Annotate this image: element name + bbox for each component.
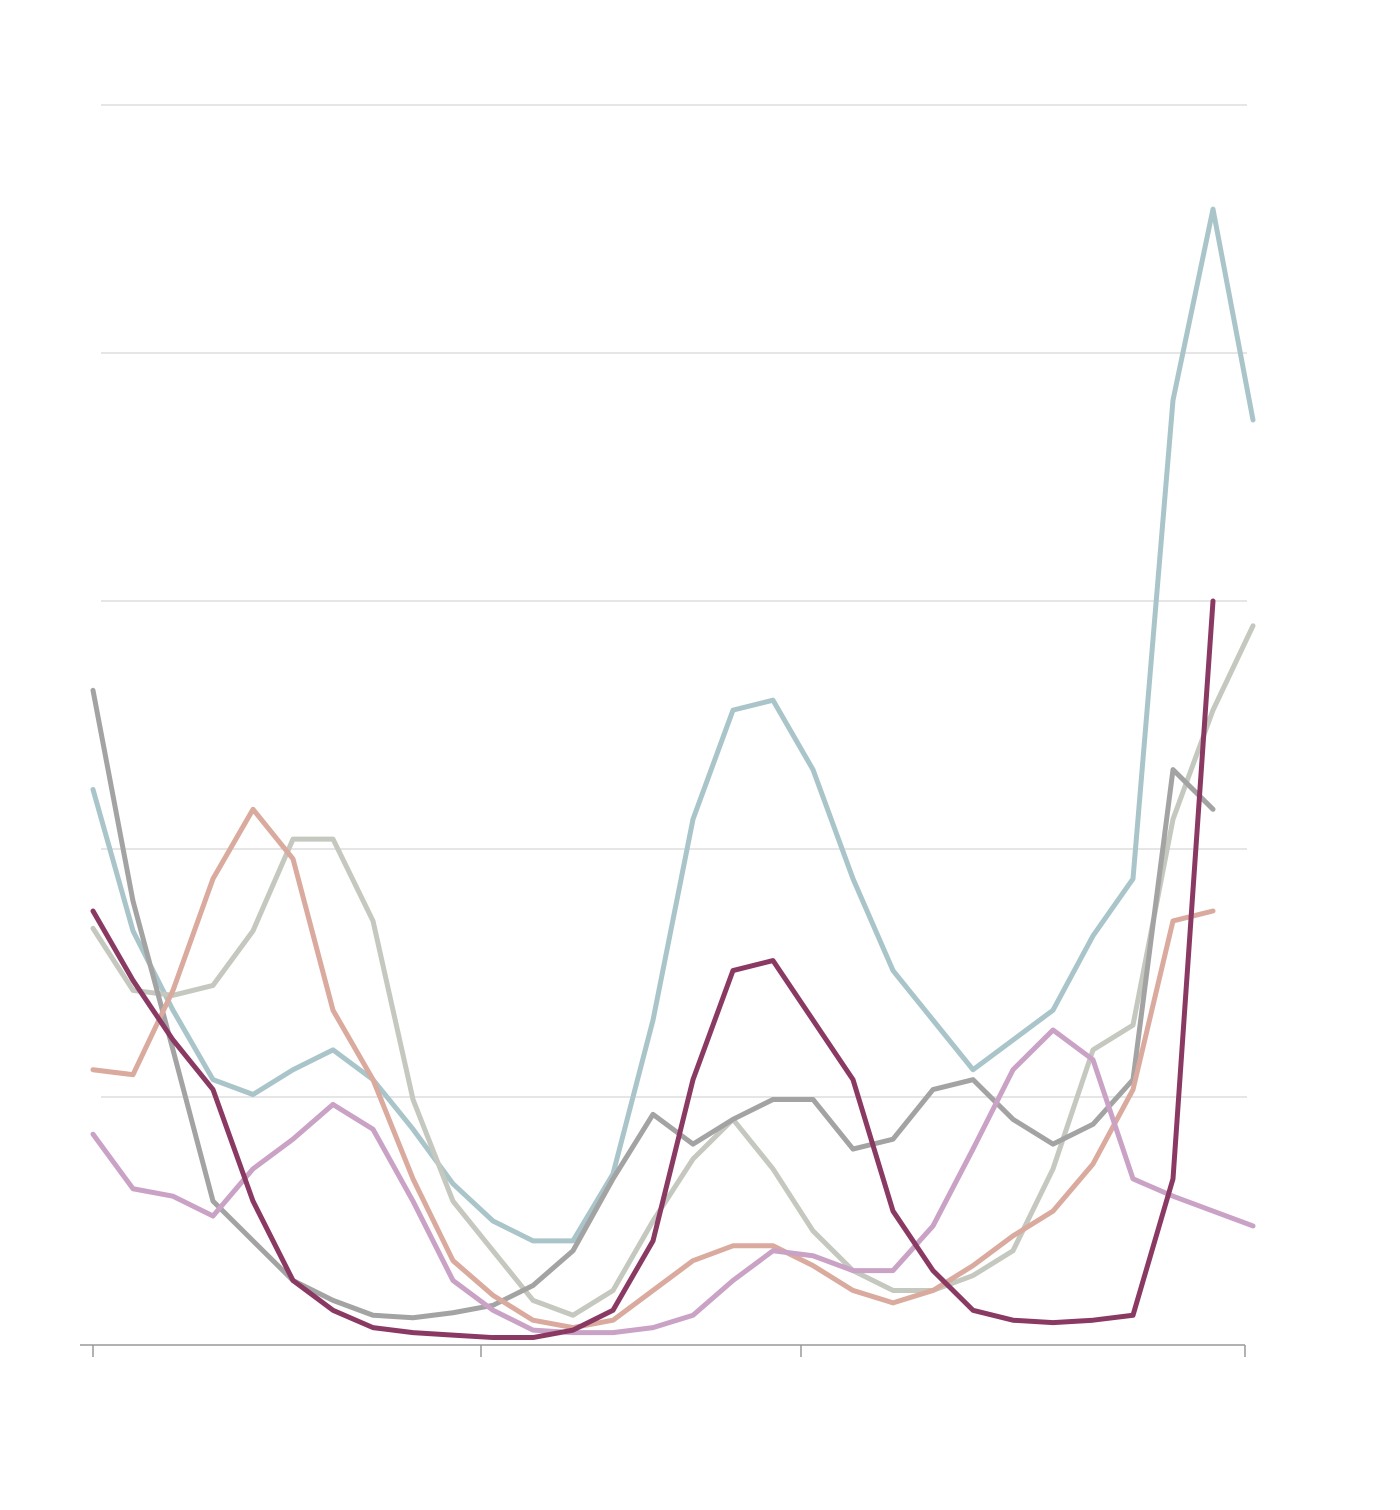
series-line [90, 806, 1216, 1331]
series-line [90, 623, 1256, 1318]
series-line [90, 687, 1216, 1321]
series-line [90, 1027, 1256, 1336]
series-line [90, 206, 1256, 1244]
series-line [90, 598, 1216, 1341]
